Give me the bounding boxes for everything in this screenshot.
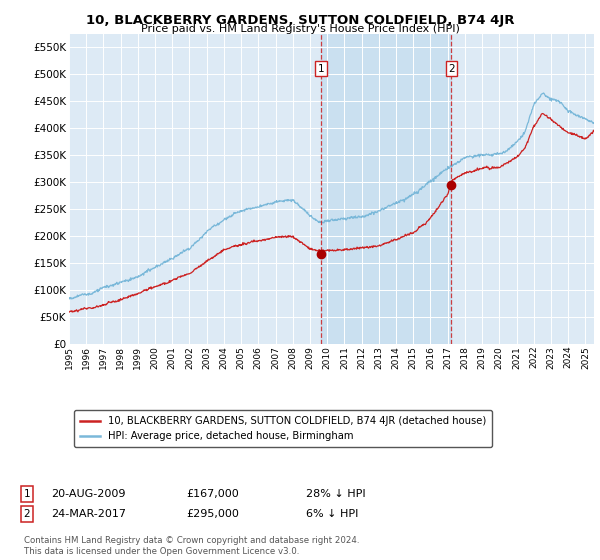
Text: Contains HM Land Registry data © Crown copyright and database right 2024.
This d: Contains HM Land Registry data © Crown c… xyxy=(24,536,359,556)
Text: 1: 1 xyxy=(23,489,31,499)
Bar xyxy=(321,34,451,344)
Text: £167,000: £167,000 xyxy=(186,489,239,499)
Text: 6% ↓ HPI: 6% ↓ HPI xyxy=(306,509,358,519)
Text: Price paid vs. HM Land Registry's House Price Index (HPI): Price paid vs. HM Land Registry's House … xyxy=(140,24,460,34)
Text: 20-AUG-2009: 20-AUG-2009 xyxy=(51,489,125,499)
Text: 24-MAR-2017: 24-MAR-2017 xyxy=(51,509,126,519)
Text: 28% ↓ HPI: 28% ↓ HPI xyxy=(306,489,365,499)
Text: £295,000: £295,000 xyxy=(186,509,239,519)
Legend: 10, BLACKBERRY GARDENS, SUTTON COLDFIELD, B74 4JR (detached house), HPI: Average: 10, BLACKBERRY GARDENS, SUTTON COLDFIELD… xyxy=(74,410,492,447)
Text: 2: 2 xyxy=(23,509,31,519)
Text: 1: 1 xyxy=(317,64,324,74)
Text: 10, BLACKBERRY GARDENS, SUTTON COLDFIELD, B74 4JR: 10, BLACKBERRY GARDENS, SUTTON COLDFIELD… xyxy=(86,14,514,27)
Text: 2: 2 xyxy=(448,64,455,74)
